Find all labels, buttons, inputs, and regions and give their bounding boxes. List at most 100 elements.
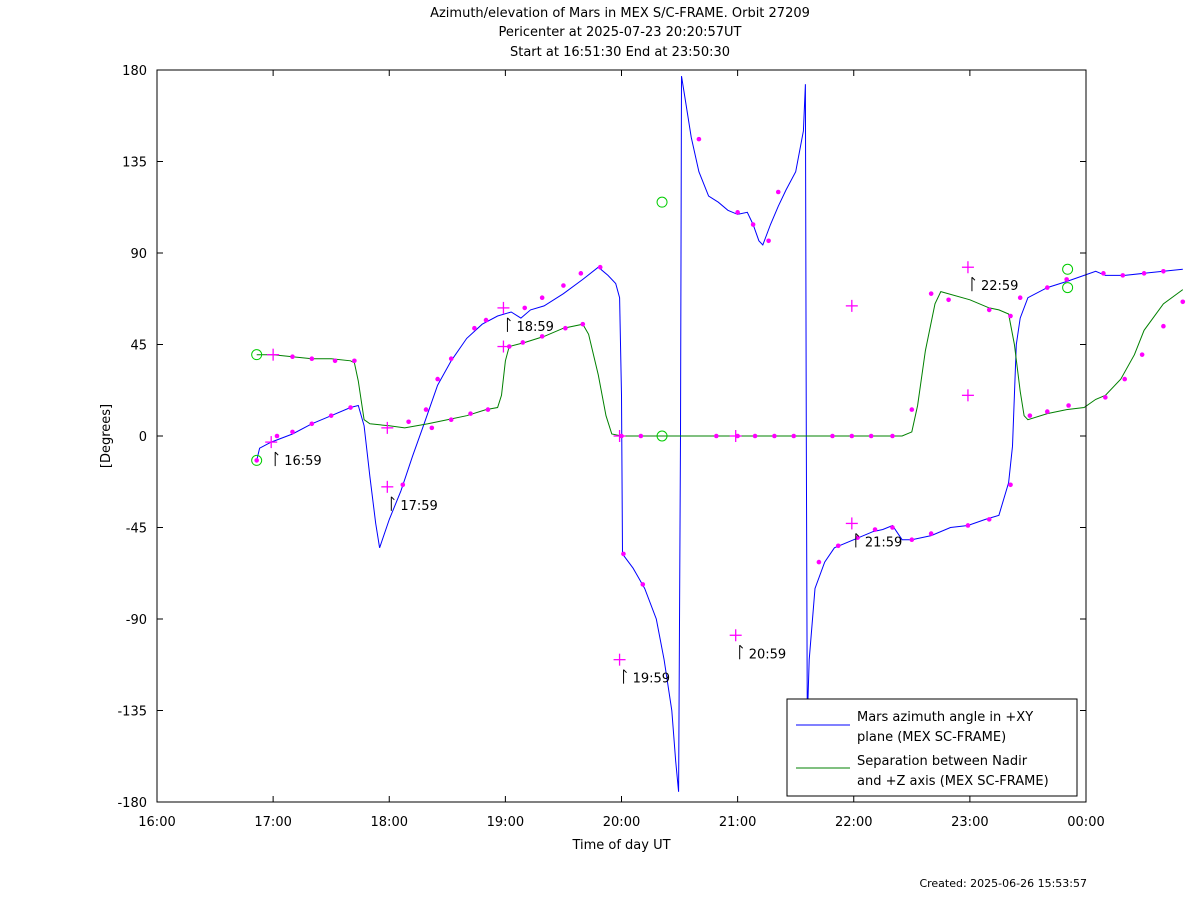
- axis-labels: 16:00 17:00 18:00 19:00 20:00 21:00 22:00 23:00…: [99, 64, 1105, 853]
- data-point-marker: [561, 283, 566, 288]
- data-point-marker: [429, 425, 435, 431]
- x-tick-label: 17:00: [254, 815, 291, 830]
- data-point-marker: [332, 358, 338, 364]
- data-point-marker: [986, 307, 992, 313]
- data-point-marker: [1044, 409, 1050, 414]
- event-circle-marker: [251, 349, 263, 361]
- data-point-marker: [539, 295, 545, 301]
- data-point-marker: [309, 356, 315, 362]
- data-point-marker: [621, 551, 626, 557]
- y-tick-label: -180: [117, 796, 147, 811]
- y-tick-label: 0: [139, 430, 147, 445]
- data-point-marker: [580, 321, 586, 327]
- data-point-marker: [1141, 271, 1147, 276]
- data-point-marker: [696, 136, 702, 142]
- data-point-marker: [1017, 295, 1023, 301]
- data-point-marker: [1008, 482, 1013, 488]
- marker-layer: 16:59 17:59 18:59 19:59 20:59 21:59 22:59: [251, 136, 1186, 687]
- data-point-marker: [872, 527, 878, 532]
- legend-box: [786, 698, 1078, 797]
- y-tick-label: 180: [122, 64, 147, 79]
- time-annotation-tick: [274, 451, 279, 456]
- data-point-marker: [563, 325, 568, 331]
- event-circle-marker: [656, 196, 668, 208]
- data-point-marker: [539, 334, 545, 339]
- data-point-marker: [928, 531, 934, 536]
- data-point-marker: [775, 189, 781, 195]
- data-point-marker: [520, 340, 526, 345]
- event-circle-marker: [251, 454, 263, 466]
- time-annotation-label: 18:59: [516, 320, 553, 335]
- data-point-marker: [578, 271, 584, 276]
- time-annotation-label: 19:59: [633, 672, 670, 687]
- x-tick-label: 20:00: [603, 815, 640, 830]
- legend: Mars azimuth angle in +XY plane (MEX SC-…: [786, 698, 1078, 797]
- event-circle-marker: [1062, 263, 1074, 275]
- data-point-marker: [483, 317, 489, 323]
- y-tick-label: -45: [126, 522, 147, 537]
- time-annotation-tick: [739, 644, 744, 649]
- data-point-marker: [1027, 413, 1033, 418]
- data-point-marker: [522, 305, 528, 311]
- x-tick-label: 18:00: [371, 815, 408, 830]
- data-point-marker: [290, 354, 295, 360]
- data-point-marker: [986, 517, 992, 522]
- data-point-marker: [1103, 395, 1108, 400]
- data-point-marker: [254, 458, 259, 463]
- x-tick-label: 19:00: [487, 815, 524, 830]
- data-point-marker: [1066, 403, 1071, 408]
- created-timestamp: Created: 2025-06-26 15:53:57: [919, 877, 1087, 890]
- event-circle-marker: [1062, 282, 1074, 294]
- data-point-marker: [855, 535, 860, 540]
- data-point-marker: [1161, 269, 1166, 274]
- time-annotation-tick: [623, 669, 627, 674]
- time-annotation-tick: [971, 276, 976, 281]
- x-tick-label: 00:00: [1067, 815, 1104, 830]
- time-annotation-label: 21:59: [865, 535, 902, 550]
- data-point-marker: [965, 523, 971, 528]
- data-point-marker: [597, 264, 603, 270]
- y-tick-label: 135: [122, 156, 147, 171]
- x-tick-label: 16:00: [138, 815, 175, 830]
- y-tick-label: -90: [126, 613, 147, 628]
- x-tick-label: 21:00: [719, 815, 756, 830]
- data-point-marker: [946, 297, 951, 303]
- event-circle-marker: [656, 430, 668, 442]
- data-point-marker: [1180, 299, 1186, 305]
- data-point-marker: [890, 433, 895, 439]
- data-point-marker: [1122, 376, 1128, 382]
- azimuth-series-line: [256, 76, 1183, 792]
- data-point-marker: [435, 376, 440, 382]
- x-tick-label: 22:00: [835, 815, 872, 830]
- data-point-marker: [472, 325, 477, 331]
- data-point-marker: [640, 582, 646, 587]
- time-annotation-label: 17:59: [400, 499, 437, 514]
- data-point-marker: [468, 411, 473, 416]
- data-point-marker: [400, 482, 406, 488]
- data-point-marker: [348, 405, 353, 410]
- time-annotation-label: 16:59: [284, 454, 321, 469]
- chart-subtitle-start-end: Start at 16:51:30 End at 23:50:30: [509, 45, 731, 60]
- y-tick-label: 90: [130, 247, 147, 262]
- data-point-marker: [638, 433, 644, 439]
- data-point-marker: [849, 433, 855, 439]
- data-point-marker: [274, 433, 280, 439]
- y-axis-label: [Degrees]: [99, 404, 114, 468]
- data-point-marker: [1139, 352, 1145, 357]
- time-annotation-label: 22:59: [981, 279, 1018, 294]
- y-tick-label: 45: [130, 339, 147, 354]
- data-point-marker: [909, 537, 915, 542]
- x-tick-label: 23:00: [951, 815, 988, 830]
- time-annotation-tick: [855, 533, 860, 537]
- data-point-marker: [735, 210, 740, 215]
- data-point-marker: [1064, 277, 1069, 282]
- data-point-marker: [290, 429, 295, 435]
- data-point-marker: [328, 413, 334, 418]
- data-point-marker: [1161, 323, 1166, 329]
- data-point-marker: [1101, 271, 1106, 276]
- data-point-marker: [309, 421, 315, 427]
- data-point-marker: [909, 407, 915, 412]
- data-point-marker: [835, 543, 841, 549]
- data-point-marker: [928, 291, 934, 296]
